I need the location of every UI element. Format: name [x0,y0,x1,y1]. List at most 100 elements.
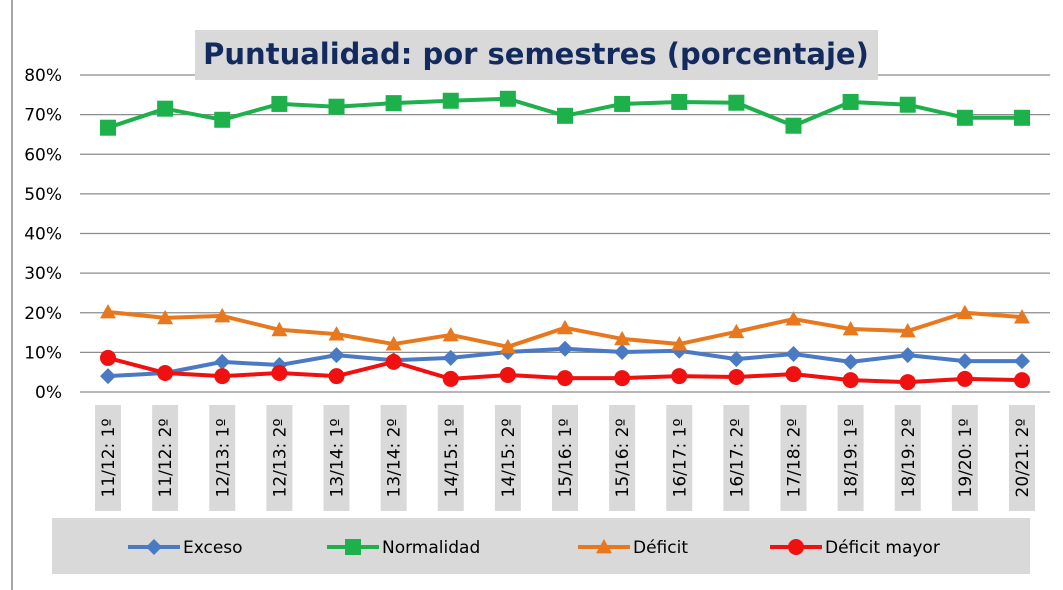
y-tick-label: 80% [24,66,62,86]
marker-diamond [956,353,973,370]
marker-triangle [842,320,859,336]
legend-label: Déficit mayor [825,538,940,558]
x-tick-label: 12/13: 2º [270,419,290,498]
legend-label: Exceso [183,538,243,558]
marker-circle [788,539,804,555]
marker-diamond [442,349,459,366]
marker-square [956,109,973,126]
x-tick-label: 14/15: 2º [499,419,519,498]
x-label-box [609,405,636,511]
x-label-box [951,405,978,511]
x-label-box [494,405,521,511]
marker-circle [499,366,516,383]
marker-diamond [842,353,859,370]
marker-square [1014,109,1030,126]
y-tick-label: 10% [24,343,62,363]
x-tick-label: 12/13: 1º [213,419,233,498]
legend: Exceso Normalidad Déficit Déficit mayor [128,538,940,558]
marker-circle [385,353,402,370]
x-tick-label: 20/21: 2º [1013,419,1033,498]
marker-square [271,95,288,112]
marker-circle [956,370,973,387]
legend-box [52,518,1030,574]
x-tick-label: 14/15: 1º [442,419,462,498]
marker-triangle [956,304,973,320]
marker-triangle [157,309,174,325]
chart-title: Puntualidad: por semestres (porcentaje) [203,37,869,71]
marker-triangle [328,326,345,341]
x-tick-label: 16/17: 2º [727,419,747,498]
marker-diamond [1014,353,1030,370]
x-tick-label: 18/19: 2º [899,419,919,498]
x-label-box [266,405,293,511]
marker-diamond [785,345,802,362]
x-label-box [1009,405,1035,511]
marker-square [345,539,361,555]
marker-diamond [214,353,231,370]
marker-triangle [214,307,231,323]
marker-circle [1014,372,1030,389]
marker-circle [328,368,345,385]
marker-square [557,107,573,124]
marker-circle [785,366,802,383]
marker-square [100,119,116,136]
y-tick-label: 50% [24,185,62,205]
marker-diamond [728,351,745,368]
x-tick-label: 17/18: 2º [785,419,805,498]
marker-square [728,94,745,111]
title-box [195,30,878,80]
x-tick-label: 13/14: 1º [328,419,348,498]
marker-triangle [271,321,288,337]
marker-diamond [328,347,345,364]
marker-circle [842,372,859,389]
x-tick-label: 15/16: 2º [613,419,633,498]
x-label-box [95,405,121,511]
x-label-box [894,405,921,511]
y-tick-label: 60% [24,145,62,165]
marker-circle [614,370,631,387]
x-label-box [152,405,179,511]
x-label-box [323,405,350,511]
marker-triangle [785,311,802,326]
x-label-box [437,405,464,511]
x-tick-label: 13/14: 2º [385,419,405,498]
marker-circle [271,364,288,381]
marker-triangle [1014,309,1030,324]
marker-circle [214,368,231,385]
marker-circle [442,370,459,387]
x-tick-label: 11/12: 1º [99,419,119,498]
x-label-box [780,405,807,511]
marker-square [842,93,859,110]
marker-circle [100,349,116,366]
x-labels: 11/12: 1º 11/12: 2º 12/13: 1º 12/13: 2º 13/1… [95,405,1035,511]
marker-circle [728,368,745,385]
marker-triangle [614,330,631,346]
marker-triangle [899,322,916,338]
marker-square [614,95,631,112]
marker-square [899,96,916,113]
y-tick-label: 70% [24,106,62,126]
marker-triangle [671,336,688,351]
x-tick-label: 16/17: 1º [670,419,690,498]
marker-square [442,92,459,109]
x-label-box [837,405,864,511]
marker-square [499,90,516,107]
marker-square [785,117,802,134]
legend-label: Déficit [633,538,688,558]
y-tick-label: 20% [24,304,62,324]
marker-triangle [385,336,402,351]
marker-square [157,100,174,117]
y-tick-label: 0% [35,383,62,403]
marker-triangle [557,319,573,335]
marker-triangle [442,326,459,342]
marker-triangle [499,338,516,354]
legend-label: Normalidad [382,538,480,558]
marker-diamond [557,340,573,357]
marker-square [671,93,688,110]
marker-diamond [614,343,631,360]
y-tick-label: 40% [24,225,62,245]
x-label-box [552,405,578,511]
marker-circle [557,370,573,387]
x-label-box [380,405,407,511]
